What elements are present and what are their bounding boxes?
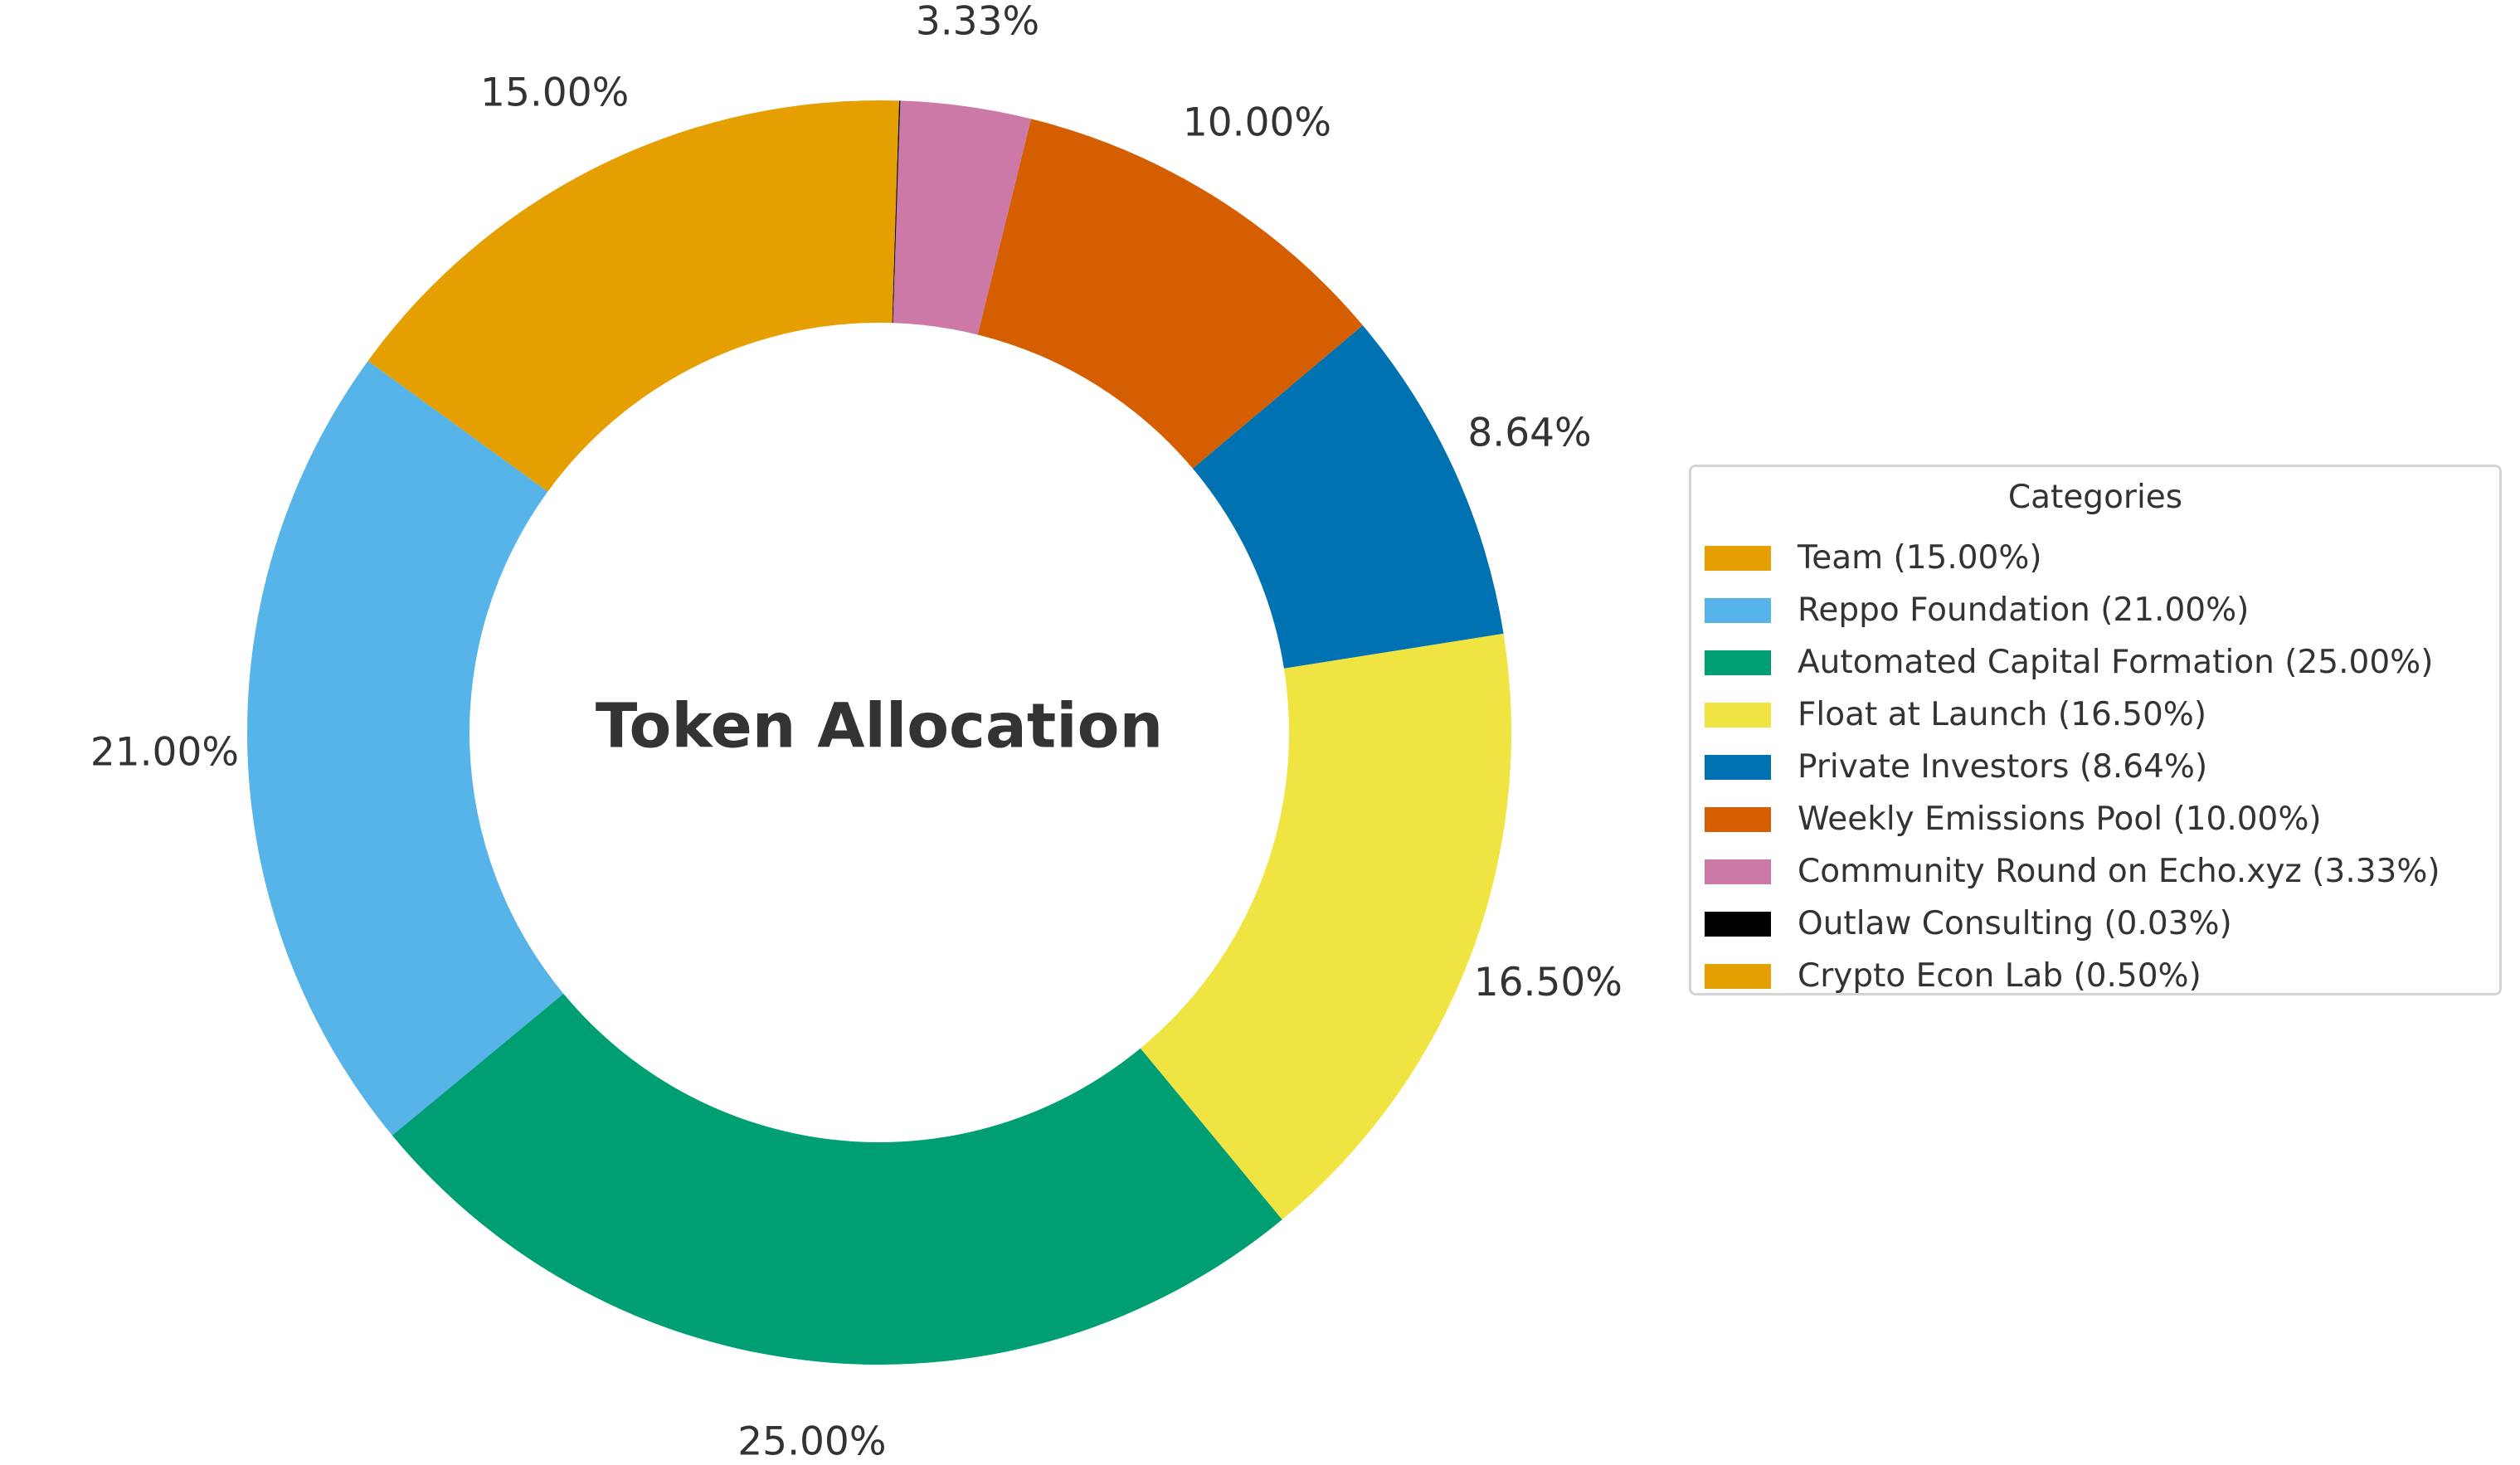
slice-label-community-round-on-echo-xyz: 3.33% <box>916 0 1039 45</box>
slice-crypto-econ-lab <box>879 100 899 324</box>
legend-item: Reppo Foundation (21.00%) <box>1705 584 2440 636</box>
slice-automated-capital-formation <box>392 993 1282 1365</box>
legend-item: Outlaw Consulting (0.03%) <box>1705 898 2440 950</box>
legend-swatch <box>1705 754 1771 780</box>
slice-label-team: 15.00% <box>480 70 629 115</box>
legend-item: Team (15.00%) <box>1705 532 2440 584</box>
legend-label: Automated Capital Formation (25.00%) <box>1798 644 2434 681</box>
slice-float-at-launch <box>1140 633 1511 1220</box>
legend-label: Private Investors (8.64%) <box>1798 748 2208 786</box>
slice-team <box>367 100 879 492</box>
slice-private-investors <box>1192 325 1504 669</box>
legend-label: Crypto Econ Lab (0.50%) <box>1798 957 2201 995</box>
legend-swatch <box>1705 597 1771 623</box>
legend-item: Private Investors (8.64%) <box>1705 741 2440 793</box>
slice-weekly-emissions-pool <box>977 119 1363 469</box>
legend: Categories Team (15.00%) Reppo Foundation… <box>1689 465 2502 995</box>
legend-label: Weekly Emissions Pool (10.00%) <box>1798 801 2322 838</box>
chart-title: Token Allocation <box>596 691 1163 762</box>
legend-item: Crypto Econ Lab (0.50%) <box>1705 950 2440 1002</box>
legend-label: Community Round on Echo.xyz (3.33%) <box>1798 853 2440 890</box>
slice-community-round-on-echo-xyz <box>893 100 1032 335</box>
legend-swatch <box>1705 650 1771 675</box>
legend-label: Reppo Foundation (21.00%) <box>1798 591 2250 629</box>
legend-label: Outlaw Consulting (0.03%) <box>1798 905 2232 942</box>
legend-item: Community Round on Echo.xyz (3.33%) <box>1705 845 2440 898</box>
slice-label-float-at-launch: 16.50% <box>1474 960 1622 1005</box>
legend-item: Weekly Emissions Pool (10.00%) <box>1705 793 2440 845</box>
slice-label-weekly-emissions-pool: 10.00% <box>1183 100 1331 146</box>
legend-item: Automated Capital Formation (25.00%) <box>1705 636 2440 689</box>
slice-label-automated-capital-formation: 25.00% <box>737 1419 886 1465</box>
legend-item: Float at Launch (16.50%) <box>1705 689 2440 741</box>
legend-swatch <box>1705 963 1771 989</box>
slice-outlaw-consulting <box>892 100 901 324</box>
legend-swatch <box>1705 859 1771 884</box>
legend-swatch <box>1705 545 1771 571</box>
slice-labels-group: 15.00% 21.00% 25.00% 16.50% 8.64% 10.00% 3.33% <box>90 0 1622 1465</box>
legend-label: Team (15.00%) <box>1798 539 2042 577</box>
slice-label-private-investors: 8.64% <box>1467 410 1591 455</box>
slices-group <box>246 100 1511 1365</box>
slice-reppo-foundation <box>246 361 564 1136</box>
legend-swatch <box>1705 702 1771 728</box>
legend-swatch <box>1705 911 1771 937</box>
legend-title: Categories <box>2007 479 2183 516</box>
legend-list: Team (15.00%) Reppo Foundation (21.00%) Au… <box>1705 532 2440 1002</box>
slice-label-reppo-foundation: 21.00% <box>90 730 239 776</box>
legend-label: Float at Launch (16.50%) <box>1798 696 2207 733</box>
legend-swatch <box>1705 806 1771 832</box>
